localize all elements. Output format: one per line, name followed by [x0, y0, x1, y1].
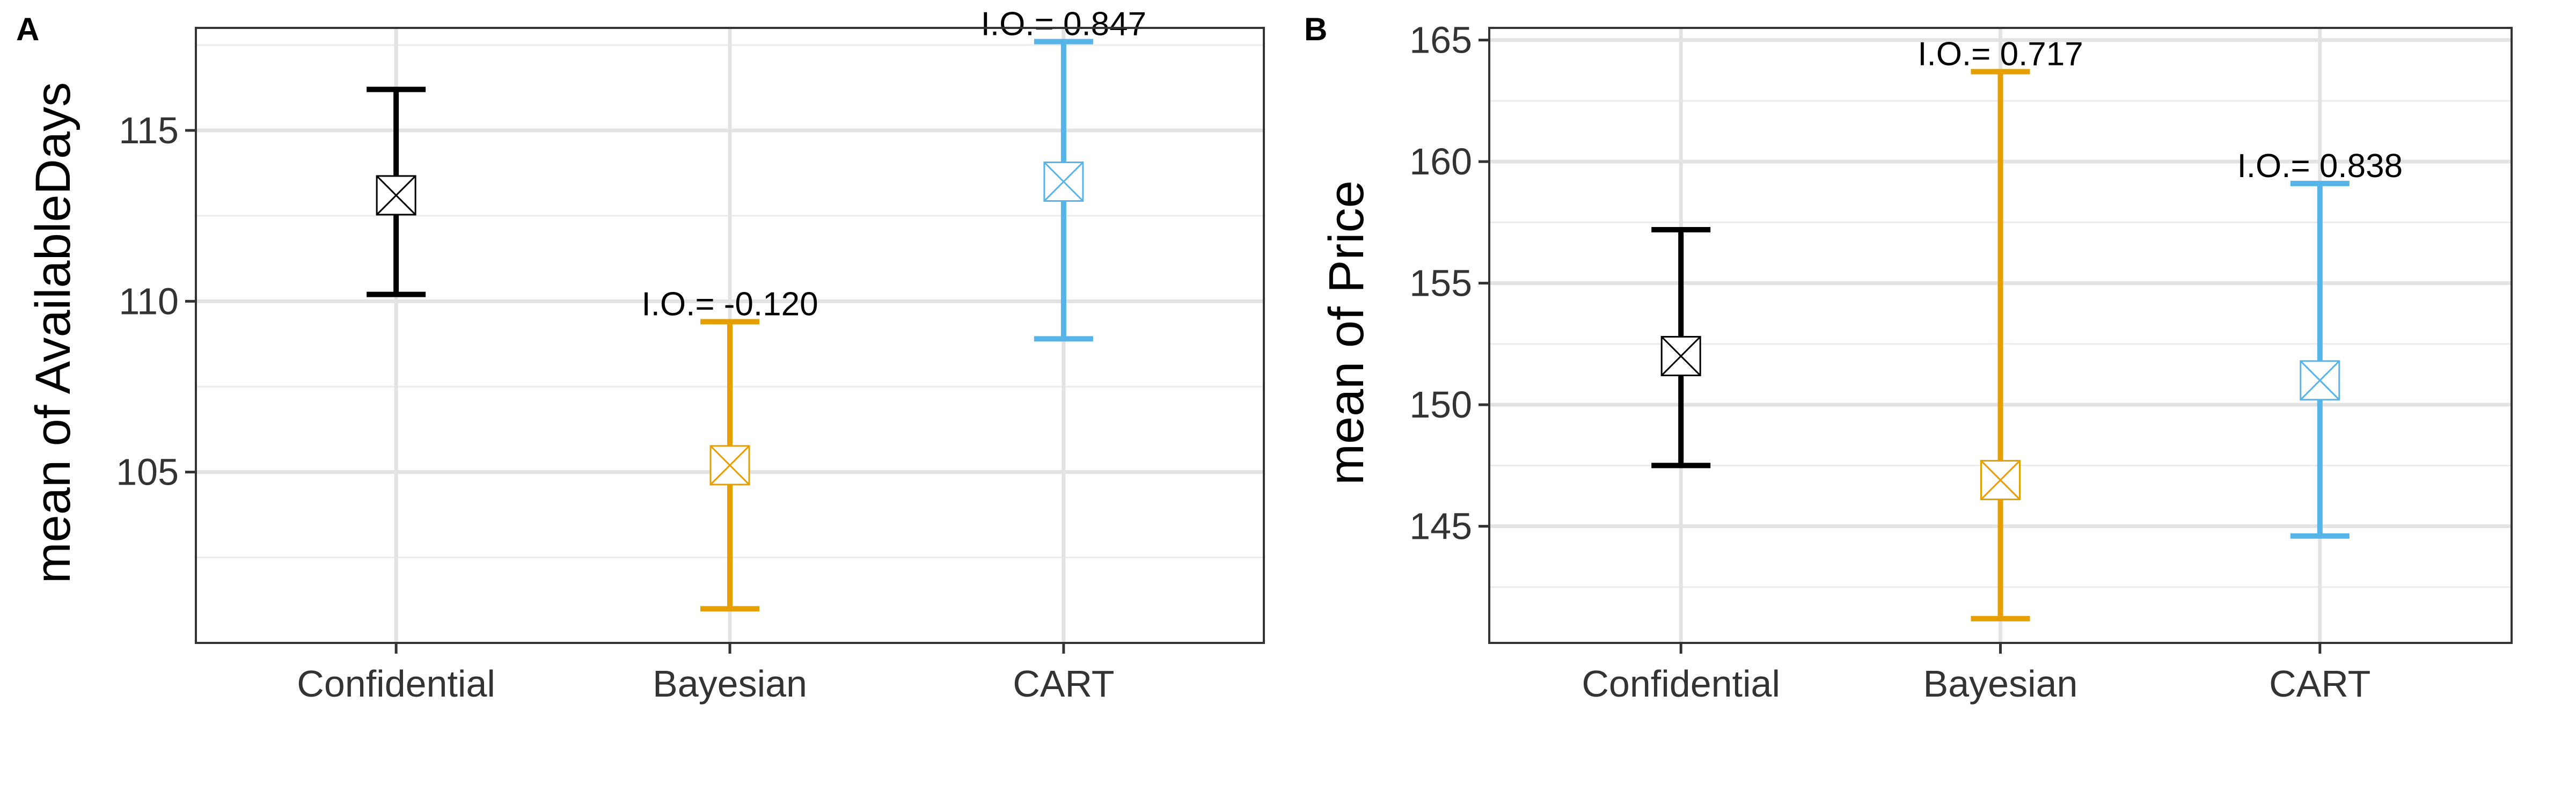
- marker-diagonal: [1043, 162, 1084, 202]
- x-tick-label: Bayesian: [653, 663, 807, 705]
- x-tick-label: CART: [2269, 663, 2370, 705]
- mean-marker-bayesian: [1980, 460, 2021, 501]
- y-tick-label: 110: [119, 280, 179, 322]
- panel-letter: A: [16, 11, 39, 47]
- mean-marker-confidential: [376, 175, 416, 216]
- mean-marker-confidential: [1660, 336, 1701, 377]
- x-tick-label: Confidential: [1582, 663, 1780, 705]
- io-label: I.O.= 0.847: [981, 5, 1147, 42]
- x-tick-label: Bayesian: [1923, 663, 2078, 705]
- panel-b: B mean of Price I.O.= 0.717 I.O.= 0.838 1…: [1304, 11, 2513, 705]
- y-tick-label: 160: [1409, 141, 1472, 182]
- io-label: I.O.= 0.717: [1918, 36, 2083, 73]
- error-bars: I.O.= 0.717 I.O.= 0.838: [1651, 36, 2403, 621]
- y-tick-label: 150: [1409, 384, 1472, 426]
- y-axis-label: mean of AvailableDays: [26, 82, 80, 583]
- mean-marker-cart: [1043, 162, 1084, 202]
- marker-diagonal: [1980, 460, 2021, 500]
- y-tick-label: 145: [1409, 506, 1472, 547]
- io-label: I.O.= 0.838: [2237, 148, 2403, 185]
- y-tick-label: 115: [119, 109, 179, 151]
- axes: 105 110 115 Confidential Bayesian CART: [116, 27, 1265, 705]
- axes: 145 150 155 160 165 Confidential Bayesian CART: [1409, 19, 2513, 705]
- marker-diagonal: [709, 445, 750, 485]
- y-axis-label: mean of Price: [1319, 180, 1374, 485]
- marker-diagonal: [376, 175, 416, 216]
- panel-a: A mean of AvailableDays I.O.= -0.120I.O.…: [16, 5, 1265, 705]
- y-tick-label: 105: [116, 451, 179, 493]
- y-tick-label: 155: [1409, 262, 1472, 304]
- x-tick-label: Confidential: [297, 663, 495, 705]
- x-tick-label: CART: [1013, 663, 1114, 705]
- y-tick-label: 165: [1409, 19, 1472, 61]
- marker-diagonal: [2300, 360, 2340, 400]
- mean-marker-bayesian: [709, 445, 750, 486]
- error-bars: I.O.= -0.120 I.O.= 0.847: [367, 5, 1147, 612]
- marker-diagonal: [1661, 336, 1701, 376]
- mean-marker-cart: [2300, 360, 2340, 401]
- io-label: I.O.= -0.120: [641, 286, 818, 323]
- panel-letter: B: [1304, 11, 1327, 47]
